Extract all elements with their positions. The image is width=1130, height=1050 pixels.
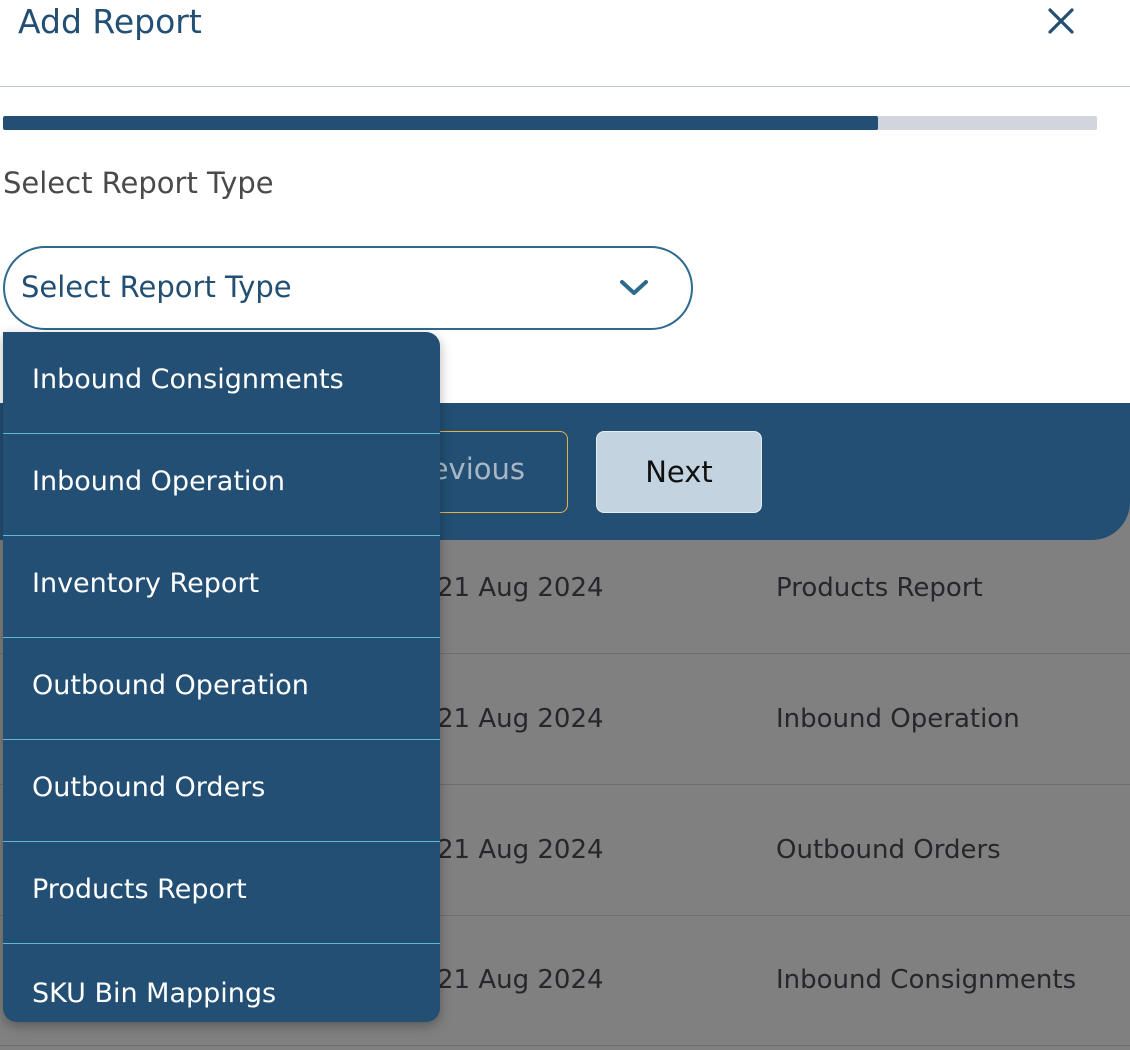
report-type-dropdown: Inbound Consignments Inbound Operation I… <box>3 332 440 1022</box>
row-type: Outbound Orders <box>776 835 1001 865</box>
option-label: SKU Bin Mappings <box>32 978 277 1009</box>
row-date: 21 Aug 2024 <box>437 573 604 603</box>
table-row: 21 Aug 2024 Products Report <box>0 523 1130 654</box>
next-button[interactable]: Next <box>596 431 762 513</box>
row-date: 21 Aug 2024 <box>437 965 604 995</box>
option-products-report[interactable]: Products Report <box>3 842 440 944</box>
header-divider <box>0 86 1130 87</box>
table-row: 21 Aug 2024 Outbound Orders <box>0 785 1130 916</box>
progress-bar <box>3 116 1097 130</box>
select-placeholder: Select Report Type <box>21 270 292 304</box>
row-date: 21 Aug 2024 <box>437 704 604 734</box>
row-type: Inbound Consignments <box>776 965 1077 995</box>
close-icon <box>1048 8 1074 34</box>
option-inventory-report[interactable]: Inventory Report <box>3 536 440 638</box>
option-label: Outbound Operation <box>32 670 309 701</box>
option-label: Inbound Operation <box>32 466 286 497</box>
field-label: Select Report Type <box>3 166 274 200</box>
row-type: Inbound Operation <box>776 704 1020 734</box>
progress-fill <box>3 116 879 130</box>
option-sku-bin-mappings[interactable]: SKU Bin Mappings <box>3 944 440 1022</box>
option-inbound-operation[interactable]: Inbound Operation <box>3 434 440 536</box>
modal-title: Add Report <box>18 2 202 41</box>
close-button[interactable] <box>1040 0 1084 44</box>
option-label: Outbound Orders <box>32 772 266 803</box>
report-type-select[interactable]: Select Report Type <box>3 246 693 330</box>
row-type: Products Report <box>776 573 983 603</box>
table-row: 21 Aug 2024 Inbound Consignments <box>0 915 1130 1046</box>
option-outbound-operation[interactable]: Outbound Operation <box>3 638 440 740</box>
table-row: 21 Aug 2024 Inbound Operation <box>0 654 1130 785</box>
option-label: Inventory Report <box>32 568 260 599</box>
chevron-down-icon <box>620 280 648 295</box>
option-label: Products Report <box>32 874 247 905</box>
option-label: Inbound Consignments <box>32 364 344 395</box>
option-inbound-consignments[interactable]: Inbound Consignments <box>3 332 440 434</box>
row-date: 21 Aug 2024 <box>437 835 604 865</box>
option-outbound-orders[interactable]: Outbound Orders <box>3 740 440 842</box>
